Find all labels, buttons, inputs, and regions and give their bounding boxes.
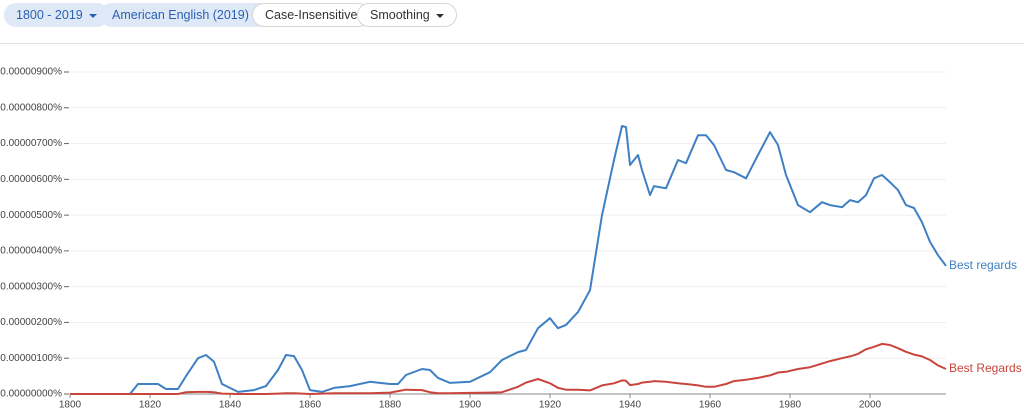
x-tick-label: 1900 [459, 400, 482, 411]
y-tick-label: 0.00000100% [0, 353, 62, 364]
x-tick-label: 1960 [699, 400, 722, 411]
x-tick-label: 1940 [619, 400, 642, 411]
x-tick-label: 1820 [139, 400, 162, 411]
y-tick-label: 0.00000600% [0, 174, 62, 185]
x-tick-label: 1800 [59, 400, 82, 411]
dropdown-caret [435, 13, 444, 18]
x-tick-label: 1880 [379, 400, 402, 411]
series-line [70, 342, 947, 395]
smoothing-button[interactable]: Smoothing [357, 3, 457, 27]
x-tick-label: 1840 [219, 400, 242, 411]
dropdown-caret [88, 13, 97, 18]
x-tick-label: 2000 [859, 400, 882, 411]
y-tick-label: 0.00000700% [0, 138, 62, 149]
y-tick-label: 0.00000300% [0, 281, 62, 292]
button-label: 1800 - 2019 [16, 8, 83, 22]
button-label: Case-Insensitive [265, 8, 358, 22]
date-range-button[interactable]: 1800 - 2019 [4, 3, 109, 27]
y-tick-label: 0.00000900% [0, 67, 62, 78]
series-label: Best Regards [949, 361, 1022, 375]
button-label: American English (2019) [112, 8, 249, 22]
y-tick-label: 0.00000800% [0, 102, 62, 113]
series-line [70, 125, 947, 395]
button-label: Smoothing [370, 8, 430, 22]
x-tick-label: 1920 [539, 400, 562, 411]
series-label: Best regards [949, 258, 1017, 272]
x-tick-label: 1860 [299, 400, 322, 411]
y-tick-label: 0.00000000% [0, 389, 62, 400]
y-tick-label: 0.00000400% [0, 246, 62, 257]
y-tick-label: 0.00000200% [0, 317, 62, 328]
x-tick-label: 1980 [779, 400, 802, 411]
toolbar: 1800 - 2019 American English (2019) Case… [0, 0, 1024, 44]
y-tick-label: 0.00000500% [0, 210, 62, 221]
